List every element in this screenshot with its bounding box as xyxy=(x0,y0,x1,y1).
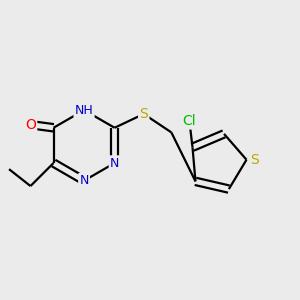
Text: S: S xyxy=(140,107,148,121)
Text: O: O xyxy=(25,118,36,132)
Text: S: S xyxy=(250,153,259,167)
Text: Cl: Cl xyxy=(183,114,196,128)
Text: N: N xyxy=(110,157,119,169)
Text: NH: NH xyxy=(75,103,93,117)
Text: N: N xyxy=(80,174,89,187)
